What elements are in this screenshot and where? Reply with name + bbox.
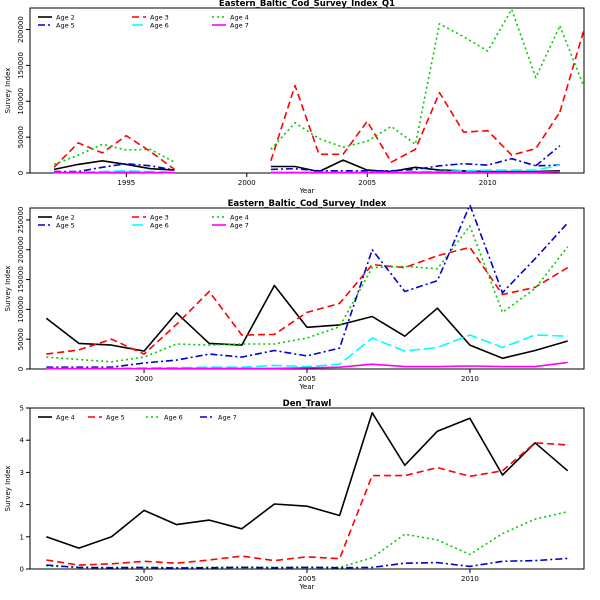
y-axis-label: Survey Index bbox=[4, 266, 12, 312]
series-line-age-3 bbox=[270, 84, 561, 163]
y-tick-label: 0 bbox=[17, 367, 25, 371]
legend-label: Age 4 bbox=[56, 414, 75, 422]
legend: Age 2 Age 3 Age 4 Age 5 Age 6 Age 7 bbox=[38, 214, 249, 230]
y-tick-label: 0 bbox=[20, 566, 24, 574]
plot-frame bbox=[29, 407, 585, 570]
series-line-age-7 bbox=[46, 557, 568, 569]
x-tick-label: 2005 bbox=[358, 179, 376, 187]
series-line-extension bbox=[559, 29, 585, 113]
legend-label: Age 4 bbox=[230, 14, 249, 22]
x-tick-label: 2005 bbox=[298, 575, 316, 583]
legend-label: Age 6 bbox=[164, 414, 183, 422]
panel-1: Eastern_Baltic_Cod_Survey_Index_Q1 1995 20… bbox=[4, 0, 585, 195]
y-tick-label: 2 bbox=[20, 501, 24, 509]
chart-title: Eastern_Baltic_Cod_Survey_Index_Q1 bbox=[219, 0, 395, 9]
y-tick-label: 100000 bbox=[17, 296, 25, 323]
legend-label: Age 5 bbox=[56, 22, 75, 30]
legend-label: Age 2 bbox=[56, 214, 75, 222]
series-line-age-2 bbox=[53, 160, 175, 171]
series-line-extension bbox=[535, 145, 561, 167]
y-tick-label: 50000 bbox=[17, 328, 25, 350]
y-tick-label: 50000 bbox=[17, 126, 25, 148]
y-tick-label: 250000 bbox=[17, 207, 25, 234]
series-line-age-7 bbox=[270, 170, 560, 174]
y-tick-label: 1 bbox=[20, 533, 24, 541]
y-tick-label: 200000 bbox=[17, 236, 25, 263]
legend-label: Age 6 bbox=[150, 22, 169, 30]
legend-label: Age 5 bbox=[106, 414, 125, 422]
y-tick-label: 3 bbox=[20, 469, 24, 477]
y-tick-label: 4 bbox=[20, 437, 25, 445]
series-line-age-4 bbox=[46, 225, 569, 363]
x-tick-label: 2010 bbox=[461, 575, 479, 583]
series-line-age-5 bbox=[46, 441, 568, 566]
x-tick-label: 2010 bbox=[461, 375, 479, 383]
chart-title: Eastern_Baltic_Cod_Survey_Index bbox=[228, 199, 387, 209]
series-line-age-3 bbox=[53, 134, 175, 171]
x-tick-label: 1995 bbox=[117, 179, 135, 187]
series-line-age-4 bbox=[53, 143, 175, 166]
legend-label: Age 2 bbox=[56, 14, 75, 22]
x-tick-label: 2000 bbox=[238, 179, 256, 187]
legend: Age 2 Age 3 Age 4 Age 5 Age 6 Age 7 bbox=[38, 14, 249, 30]
y-tick-label: 100000 bbox=[17, 88, 25, 115]
x-tick-label: 2005 bbox=[298, 375, 316, 383]
series-line-age-4 bbox=[46, 411, 569, 549]
legend-label: Age 7 bbox=[230, 222, 249, 230]
legend-label: Age 6 bbox=[150, 222, 169, 230]
legend-label: Age 4 bbox=[230, 214, 249, 222]
legend-label: Age 3 bbox=[150, 214, 169, 222]
x-axis-label: Year bbox=[299, 383, 315, 391]
y-tick-label: 150000 bbox=[17, 266, 25, 293]
y-tick-label: 200000 bbox=[17, 16, 25, 43]
series-line-age-5 bbox=[46, 204, 569, 369]
y-axis-label: Survey Index bbox=[4, 68, 12, 114]
series-line-age-6 bbox=[46, 510, 568, 569]
series-line-age-4 bbox=[270, 8, 561, 150]
panel-3: Den_Trawl 2000 2005 2010 Year 0 1 2 3 4 5 Survey In… bbox=[4, 399, 585, 591]
x-tick-label: 2000 bbox=[135, 575, 153, 583]
chart-title: Den_Trawl bbox=[283, 399, 332, 409]
legend-label: Age 7 bbox=[218, 414, 237, 422]
x-tick-label: 2010 bbox=[479, 179, 497, 187]
panel-2: Eastern_Baltic_Cod_Survey_Index 2000 2005 2… bbox=[4, 199, 585, 391]
series-line-age-7 bbox=[46, 361, 568, 370]
series-line-age-6 bbox=[46, 334, 568, 370]
legend-label: Age 3 bbox=[150, 14, 169, 22]
x-axis-label: Year bbox=[299, 187, 315, 195]
x-axis-label: Year bbox=[299, 583, 315, 591]
legend-label: Age 5 bbox=[56, 222, 75, 230]
plot-frame bbox=[29, 7, 585, 174]
y-tick-label: 0 bbox=[17, 171, 25, 175]
legend: Age 4 Age 5 Age 6 Age 7 bbox=[38, 414, 237, 422]
series-line-extension bbox=[559, 25, 585, 88]
x-tick-label: 2000 bbox=[135, 375, 153, 383]
y-tick-label: 150000 bbox=[17, 52, 25, 79]
legend-label: Age 7 bbox=[230, 22, 249, 30]
series-line-age-2 bbox=[45, 284, 568, 360]
y-axis-label: Survey Index bbox=[4, 466, 12, 512]
series-line-age-5 bbox=[270, 157, 560, 172]
y-tick-label: 5 bbox=[20, 405, 24, 413]
series-line-age-3 bbox=[46, 246, 569, 355]
